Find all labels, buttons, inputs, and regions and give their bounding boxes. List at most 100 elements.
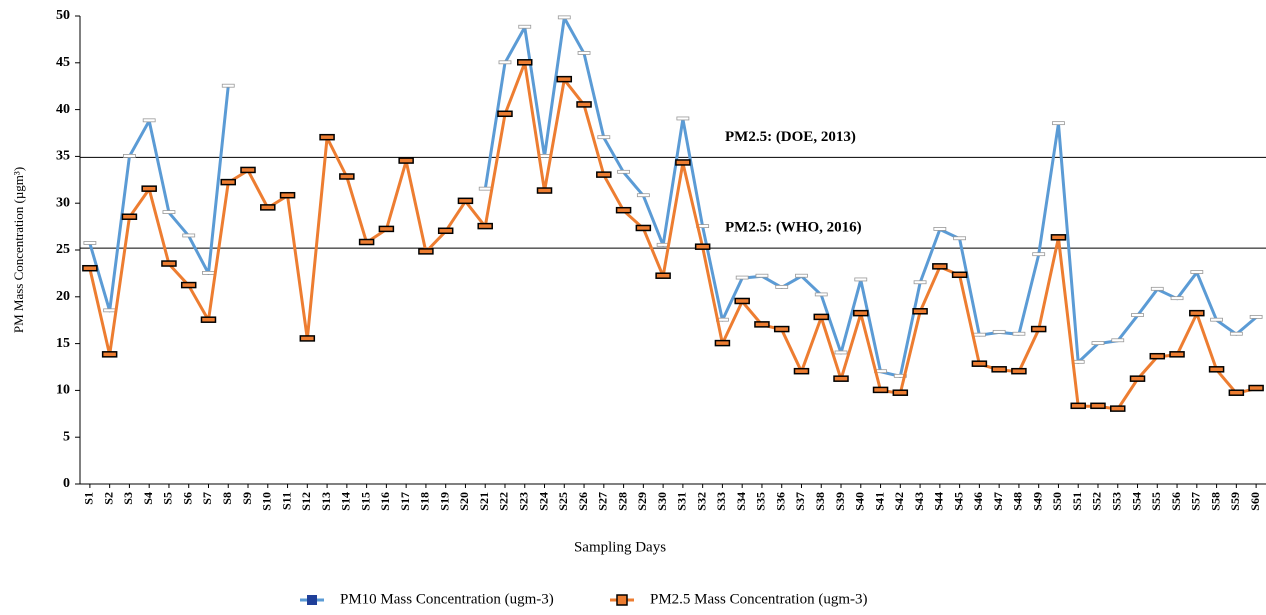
point	[1012, 331, 1026, 336]
point	[655, 272, 671, 279]
point	[971, 360, 988, 367]
x-tick-label: S37	[793, 492, 807, 511]
legend-label: PM10 Mass Concentration (ugm-3)	[340, 591, 554, 607]
y-tick-label: 15	[56, 336, 70, 351]
x-tick-label: S34	[734, 492, 748, 511]
x-tick-label: S22	[497, 492, 511, 511]
point	[1111, 338, 1125, 343]
point	[556, 75, 573, 83]
x-tick-label: S6	[180, 492, 194, 505]
point	[893, 373, 907, 378]
point	[161, 260, 177, 267]
point	[892, 389, 909, 396]
x-tick-label: S48	[1011, 492, 1025, 511]
y-tick-label: 20	[56, 289, 70, 304]
x-tick-label: S41	[872, 492, 886, 511]
x-tick-label: S19	[437, 492, 451, 511]
x-tick-label: S51	[1070, 492, 1084, 511]
point	[319, 133, 335, 141]
point	[635, 224, 652, 232]
point	[162, 210, 176, 214]
y-tick-label: 50	[56, 8, 70, 23]
point	[378, 225, 395, 233]
point	[1131, 313, 1144, 317]
point	[1032, 252, 1046, 257]
x-tick-label: S13	[319, 492, 333, 511]
reference-label: PM2.5: (DOE, 2013)	[725, 129, 856, 145]
point	[1190, 270, 1204, 274]
point	[536, 187, 553, 194]
x-tick-label: S28	[615, 492, 629, 511]
x-tick-label: S47	[991, 492, 1005, 511]
point	[754, 321, 770, 328]
point	[1169, 351, 1185, 358]
point	[123, 153, 136, 158]
y-tick-label: 10	[56, 383, 70, 398]
x-tick-label: S35	[754, 492, 768, 511]
point	[775, 285, 789, 289]
point	[773, 325, 790, 333]
point	[477, 222, 493, 230]
reference-label: PM2.5: (WHO, 2016)	[725, 220, 862, 236]
point	[676, 116, 690, 121]
point	[221, 83, 235, 88]
y-tick-label: 5	[63, 429, 70, 444]
point	[279, 191, 296, 199]
y-tick-label: 25	[56, 242, 70, 257]
point	[1110, 405, 1126, 412]
point	[597, 135, 611, 140]
x-tick-label: S18	[418, 492, 432, 511]
point	[932, 263, 948, 270]
point	[795, 273, 808, 278]
x-tick-label: S17	[398, 492, 412, 511]
x-tick-label: S24	[536, 492, 550, 511]
point	[358, 238, 375, 246]
y-tick-label: 35	[56, 149, 70, 164]
point	[577, 51, 591, 55]
point	[992, 329, 1006, 334]
point	[814, 292, 828, 297]
y-tick-label: 45	[56, 55, 70, 70]
point	[240, 166, 256, 174]
x-tick-label: S25	[556, 492, 570, 511]
point	[1050, 234, 1067, 241]
point	[437, 227, 454, 235]
x-tick-label: S32	[694, 492, 708, 511]
x-tick-label: S36	[773, 492, 787, 511]
point	[517, 59, 533, 66]
point	[933, 227, 947, 231]
x-tick-label: S26	[576, 492, 590, 511]
point	[103, 308, 117, 313]
point	[636, 193, 650, 198]
x-tick-label: S2	[101, 492, 115, 505]
x-tick-label: S14	[339, 492, 353, 511]
y-axis-label: PM Mass Concentration (µgm³)	[11, 167, 26, 333]
point	[260, 204, 276, 211]
x-axis-label: Sampling Days	[574, 539, 666, 555]
x-tick-label: S4	[141, 492, 155, 505]
x-tick-label: S56	[1169, 492, 1183, 511]
point	[101, 351, 118, 358]
x-tick-label: S8	[220, 492, 234, 505]
point	[339, 173, 355, 180]
point	[1228, 389, 1245, 396]
point	[498, 60, 512, 65]
x-tick-label: S1	[82, 492, 96, 505]
point	[1189, 309, 1205, 317]
point	[182, 233, 196, 238]
x-tick-label: S60	[1248, 492, 1262, 511]
point	[833, 375, 849, 382]
x-tick-label: S20	[457, 492, 471, 511]
y-tick-label: 40	[56, 102, 70, 117]
x-tick-label: S9	[240, 492, 254, 505]
x-tick-label: S15	[358, 492, 372, 511]
legend-label: PM2.5 Mass Concentration (ugm-3)	[650, 591, 867, 607]
x-tick-label: S12	[299, 492, 313, 511]
x-tick-label: S7	[200, 492, 214, 505]
point	[675, 159, 691, 166]
point	[813, 313, 829, 321]
point	[478, 186, 492, 191]
point	[854, 277, 868, 282]
point	[1150, 286, 1164, 291]
x-tick-label: S42	[892, 492, 906, 511]
